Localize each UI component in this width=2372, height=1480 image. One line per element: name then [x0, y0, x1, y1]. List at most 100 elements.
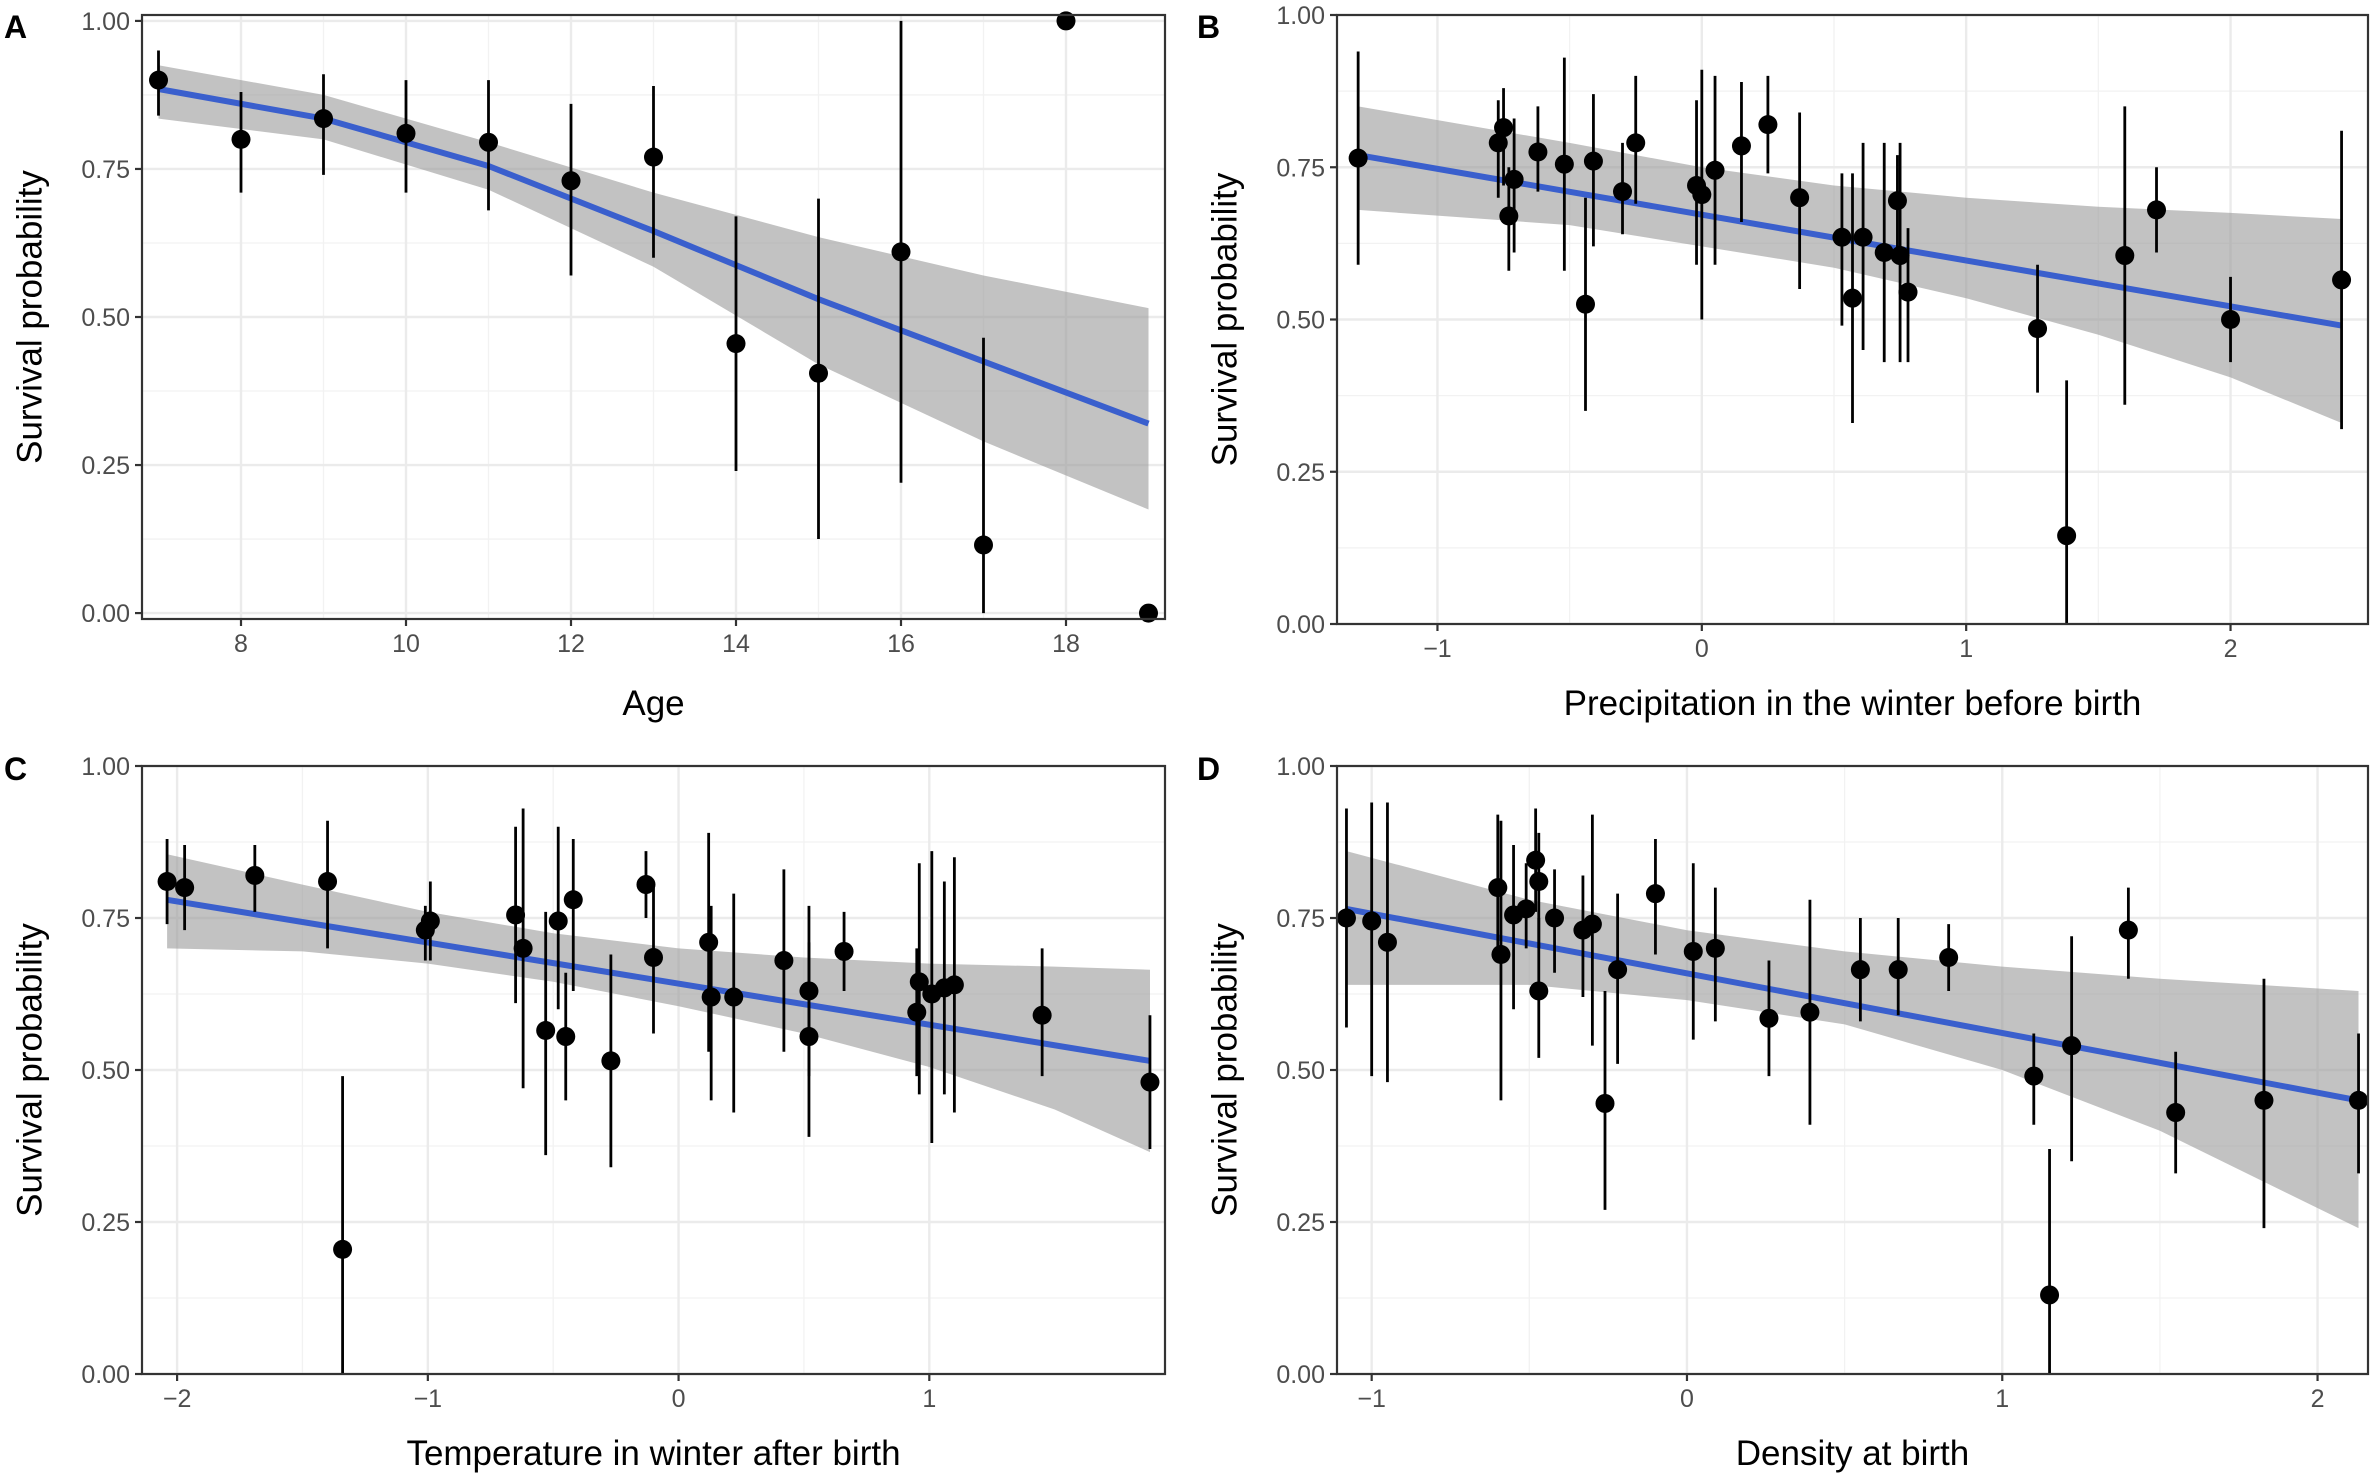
x-axis-title: Age [622, 684, 684, 723]
data-point [1705, 160, 1725, 180]
fit-line [166, 896, 1151, 1064]
data-point [644, 147, 663, 167]
data-point [1874, 243, 1894, 263]
data-point [318, 872, 338, 892]
data-point [1348, 148, 1368, 168]
x-tick-label: 1 [1995, 1385, 2009, 1413]
y-tick-label: 0.75 [81, 905, 130, 933]
data-point [245, 865, 265, 885]
data-point [726, 334, 746, 354]
y-tick-label: 0.75 [81, 156, 130, 184]
data-point [1731, 136, 1751, 156]
data-point [2147, 200, 2167, 220]
data-point [1140, 1072, 1160, 1092]
data-point [1575, 294, 1595, 314]
data-point [1613, 182, 1633, 202]
data-point [2221, 310, 2241, 329]
data-point [1790, 188, 1810, 208]
data-point [1516, 899, 1536, 919]
data-point [2057, 526, 2077, 546]
data-point [1529, 872, 1549, 892]
data-point [1494, 118, 1514, 138]
data-point [974, 535, 993, 555]
data-point [231, 129, 251, 149]
data-point [699, 932, 719, 952]
data-point [479, 132, 498, 152]
data-point [2332, 270, 2352, 290]
data-point [2040, 1285, 2060, 1305]
y-tick-label: 0.50 [81, 304, 130, 332]
data-point [2254, 1090, 2274, 1110]
data-point [809, 363, 828, 383]
y-axis-title: Survival probability [11, 923, 50, 1217]
data-point [1545, 908, 1565, 928]
data-point [1692, 185, 1712, 205]
x-tick-label: 0 [1680, 1385, 1694, 1413]
y-tick-label: 0.50 [1276, 307, 1325, 335]
y-tick-label: 0.75 [1276, 905, 1325, 933]
y-tick-label: 0.25 [81, 452, 130, 480]
panel-tag: A [4, 9, 27, 45]
confidence-ribbon [1358, 106, 2342, 424]
data-point [2118, 920, 2138, 940]
data-point [2349, 1090, 2369, 1110]
data-point [149, 70, 168, 90]
data-point [513, 938, 533, 958]
x-tick-label: −1 [414, 1385, 443, 1413]
y-tick-label: 0.00 [81, 1361, 130, 1389]
data-point [644, 948, 663, 968]
x-axis-title: Density at birth [1736, 1434, 1969, 1473]
data-point [556, 1027, 576, 1047]
data-point [724, 987, 744, 1007]
y-tick-label: 0.50 [81, 1057, 130, 1085]
data-point [1488, 133, 1508, 153]
data-point [1626, 133, 1646, 153]
y-tick-label: 0.25 [1276, 459, 1325, 487]
x-tick-label: 14 [722, 630, 750, 658]
y-tick-label: 0.00 [1276, 1361, 1325, 1389]
confidence-ribbon [1346, 851, 2359, 1229]
data-point [175, 878, 195, 898]
y-tick-label: 0.50 [1276, 1057, 1325, 1085]
x-tick-label: 1 [922, 1385, 936, 1413]
data-point [774, 951, 794, 971]
data-point [1336, 908, 1356, 928]
x-tick-label: 1 [1959, 635, 1973, 663]
data-point [1529, 981, 1549, 1001]
x-tick-label: 0 [1695, 635, 1709, 663]
y-tick-label: 1.00 [81, 8, 130, 36]
panel-a: 8 10 12 14 16 18 0.00 0.25 0.50 0.75 1.00 Age Surviv… [4, 8, 1167, 723]
y-tick-label: 0.25 [1276, 1209, 1325, 1237]
panel-b: −1 0 1 2 0.00 0.25 0.50 0.75 1.00 Precipitation i… [1197, 2, 2370, 723]
y-tick-label: 0.75 [1276, 154, 1325, 182]
data-point [1488, 878, 1508, 898]
fit-line [1345, 905, 2360, 1104]
x-tick-label: 10 [392, 630, 420, 658]
x-tick-label: 2 [2224, 635, 2238, 663]
data-point [1583, 151, 1603, 171]
data-point [333, 1239, 353, 1259]
data-point [1645, 884, 1665, 904]
data-point [891, 242, 911, 262]
x-tick-label: 8 [234, 630, 248, 658]
y-tick-label: 1.00 [1276, 753, 1325, 781]
data-point [1843, 288, 1862, 308]
data-point [314, 109, 333, 129]
data-point [701, 987, 721, 1007]
data-point [2115, 246, 2135, 266]
data-point [907, 1002, 927, 1022]
x-axis-title: Temperature in winter after birth [406, 1434, 900, 1473]
confidence-ribbon [167, 854, 1151, 1153]
panel-tag: D [1197, 751, 1220, 787]
data-point [1032, 1005, 1052, 1025]
data-point [1554, 154, 1574, 174]
data-point [1759, 1008, 1779, 1028]
data-point [1853, 227, 1873, 247]
data-point [420, 911, 440, 931]
data-point [563, 890, 583, 910]
data-point [1705, 938, 1725, 958]
data-point [2166, 1103, 2186, 1123]
x-tick-label: −1 [1423, 635, 1452, 663]
data-point [799, 981, 819, 1001]
y-tick-label: 0.00 [81, 600, 130, 628]
